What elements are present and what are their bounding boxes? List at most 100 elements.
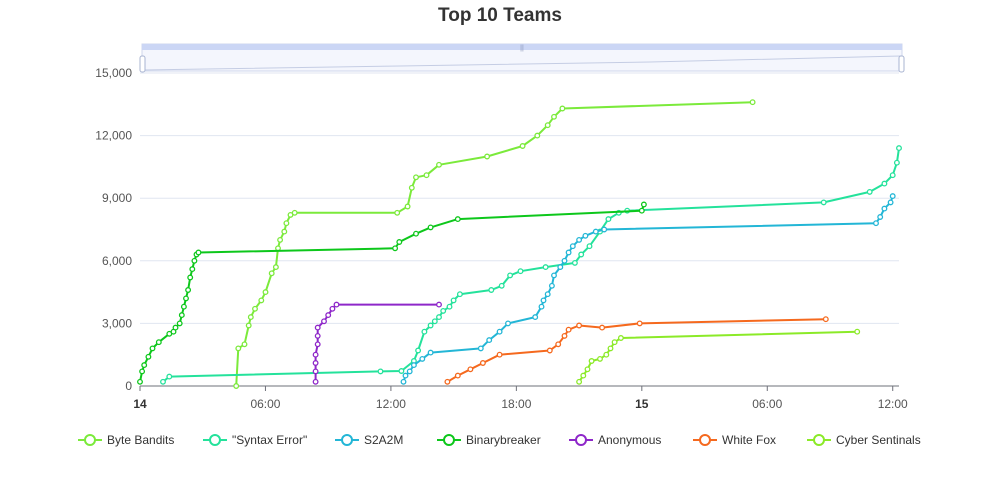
data-point[interactable] [427, 349, 434, 356]
data-point[interactable] [283, 220, 290, 227]
data-point[interactable] [325, 312, 332, 319]
data-point[interactable] [394, 209, 401, 216]
data-point[interactable] [191, 257, 198, 264]
data-point[interactable] [419, 355, 426, 362]
data-point[interactable] [155, 339, 162, 346]
data-point[interactable] [538, 303, 545, 310]
data-point[interactable] [605, 216, 612, 223]
data-point[interactable] [881, 205, 888, 212]
zoom-slider-right-handle[interactable] [898, 55, 905, 73]
data-point[interactable] [588, 358, 595, 364]
data-point[interactable] [559, 105, 566, 112]
data-point[interactable] [636, 320, 643, 327]
data-point[interactable] [546, 347, 553, 354]
data-point[interactable] [166, 373, 173, 380]
data-point[interactable] [321, 318, 327, 325]
data-point[interactable] [617, 335, 624, 341]
data-point[interactable] [496, 351, 503, 358]
data-point[interactable] [889, 193, 896, 200]
zoom-slider-grip-icon[interactable]: || [520, 45, 524, 52]
data-point[interactable] [436, 301, 442, 308]
data-point[interactable] [889, 172, 896, 179]
data-point[interactable] [640, 201, 647, 208]
data-point[interactable] [137, 378, 143, 385]
data-point[interactable] [404, 203, 411, 210]
data-point[interactable] [444, 378, 451, 385]
data-point[interactable] [576, 236, 583, 243]
data-point[interactable] [544, 291, 551, 298]
series-0[interactable] [233, 99, 756, 389]
series-6[interactable] [576, 328, 861, 385]
data-point[interactable] [496, 328, 503, 335]
data-point[interactable] [252, 305, 258, 312]
series-line[interactable] [162, 147, 900, 383]
data-point[interactable] [314, 341, 321, 348]
data-point[interactable] [561, 332, 568, 339]
data-point[interactable] [392, 245, 399, 252]
data-point[interactable] [551, 113, 557, 120]
data-point[interactable] [272, 264, 279, 271]
data-point[interactable] [189, 266, 196, 273]
series-4[interactable] [312, 301, 442, 385]
data-point[interactable] [592, 228, 599, 235]
data-point[interactable] [477, 345, 484, 352]
data-point[interactable] [427, 322, 434, 329]
data-point[interactable] [187, 274, 194, 281]
data-point[interactable] [436, 161, 442, 168]
data-point[interactable] [486, 337, 493, 344]
data-point[interactable] [576, 378, 583, 385]
data-point[interactable] [421, 328, 428, 335]
data-point[interactable] [611, 339, 618, 346]
data-point[interactable] [139, 368, 146, 375]
data-point[interactable] [291, 209, 298, 216]
data-point[interactable] [312, 378, 319, 385]
data-point[interactable] [183, 295, 189, 302]
zoom-slider-left-handle[interactable] [139, 55, 146, 73]
data-point[interactable] [551, 272, 557, 279]
data-point[interactable] [488, 287, 495, 293]
data-point[interactable] [235, 345, 242, 352]
data-point[interactable] [413, 230, 419, 237]
legend-item[interactable]: White Fox [693, 433, 776, 447]
data-point[interactable] [467, 366, 474, 373]
data-point[interactable] [866, 188, 873, 195]
data-point[interactable] [258, 297, 265, 304]
data-point[interactable] [599, 324, 606, 331]
legend-item[interactable]: Binarybreaker [437, 433, 541, 447]
data-point[interactable] [881, 180, 888, 187]
data-point[interactable] [507, 272, 514, 279]
data-point[interactable] [281, 228, 288, 235]
series-1[interactable] [160, 145, 902, 385]
data-point[interactable] [431, 318, 438, 325]
data-point[interactable] [145, 353, 152, 360]
data-point[interactable] [565, 249, 572, 256]
data-point[interactable] [454, 372, 461, 379]
data-point[interactable] [749, 99, 756, 106]
data-point[interactable] [446, 303, 453, 310]
data-point[interactable] [601, 226, 608, 233]
series-5[interactable] [444, 316, 829, 385]
data-point[interactable] [820, 199, 827, 206]
data-point[interactable] [413, 174, 419, 181]
legend-item[interactable]: "Syntax Error" [203, 433, 307, 447]
data-point[interactable] [402, 372, 409, 379]
series-line[interactable] [139, 204, 645, 382]
data-point[interactable] [569, 243, 576, 250]
data-point[interactable] [247, 314, 254, 321]
data-point[interactable] [896, 145, 902, 152]
data-point[interactable] [542, 264, 549, 271]
data-point[interactable] [398, 368, 405, 374]
series-line[interactable] [235, 101, 753, 387]
data-point[interactable] [396, 239, 403, 245]
data-point[interactable] [597, 355, 603, 362]
data-point[interactable] [195, 249, 202, 256]
data-point[interactable] [440, 307, 447, 314]
data-point[interactable] [517, 268, 524, 275]
data-point[interactable] [176, 320, 183, 327]
data-zoom-slider[interactable]: || [139, 43, 905, 73]
legend-item[interactable]: S2A2M [335, 433, 403, 447]
data-point[interactable] [178, 312, 185, 319]
data-point[interactable] [185, 287, 192, 293]
data-point[interactable] [484, 153, 491, 160]
data-point[interactable] [822, 316, 829, 323]
